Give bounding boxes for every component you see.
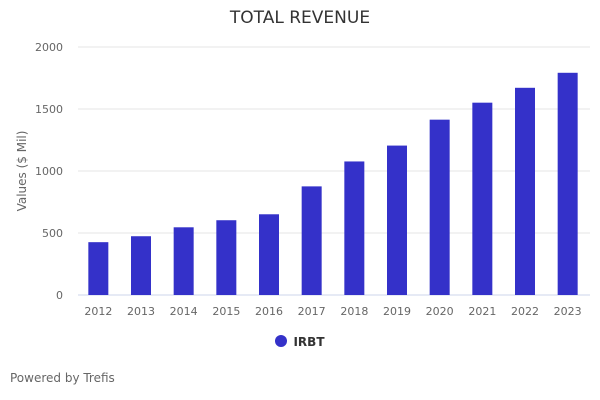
y-tick-label: 500 xyxy=(42,227,63,240)
x-tick-label: 2012 xyxy=(84,305,112,318)
y-tick-label: 2000 xyxy=(35,41,63,54)
bar-2021 xyxy=(472,102,493,296)
y-tick-label: 1500 xyxy=(35,103,63,116)
bar-2022 xyxy=(515,87,535,296)
x-tick-label: 2020 xyxy=(426,305,454,318)
bar-2023 xyxy=(557,72,578,296)
bar-2012 xyxy=(88,242,109,295)
x-tick-label: 2021 xyxy=(468,305,496,318)
bar-2018 xyxy=(344,161,365,295)
x-tick-label: 2014 xyxy=(170,305,198,318)
x-tick-label: 2015 xyxy=(212,305,240,318)
x-tick-label: 2022 xyxy=(511,305,539,318)
bar-2020 xyxy=(429,119,450,295)
bar-2019 xyxy=(387,145,407,295)
x-tick-label: 2016 xyxy=(255,305,283,318)
x-tick-label: 2023 xyxy=(554,305,582,318)
y-tick-label: 1000 xyxy=(35,165,63,178)
bar-2015 xyxy=(216,220,237,295)
bar-2017 xyxy=(301,186,322,295)
legend-marker-icon xyxy=(275,335,288,347)
bar-2016 xyxy=(259,214,279,295)
x-tick-label: 2019 xyxy=(383,305,411,318)
x-tick-label: 2018 xyxy=(340,305,368,318)
y-axis-label: Values ($ Mil) xyxy=(15,131,29,212)
x-tick-label: 2017 xyxy=(298,305,326,318)
bar-2013 xyxy=(131,236,151,295)
bar-2014 xyxy=(173,227,194,295)
powered-by-credit[interactable]: Powered by Trefis xyxy=(10,371,115,385)
legend-label: IRBT xyxy=(293,335,325,349)
x-tick-label: 2013 xyxy=(127,305,155,318)
y-tick-label: 0 xyxy=(56,289,63,302)
legend[interactable]: IRBT xyxy=(0,335,600,349)
bar-chart: 0 500 1000 1500 2000 Values ($ Mil) 2012 2013 20… xyxy=(15,41,590,318)
chart-title: TOTAL REVENUE xyxy=(229,8,371,28)
